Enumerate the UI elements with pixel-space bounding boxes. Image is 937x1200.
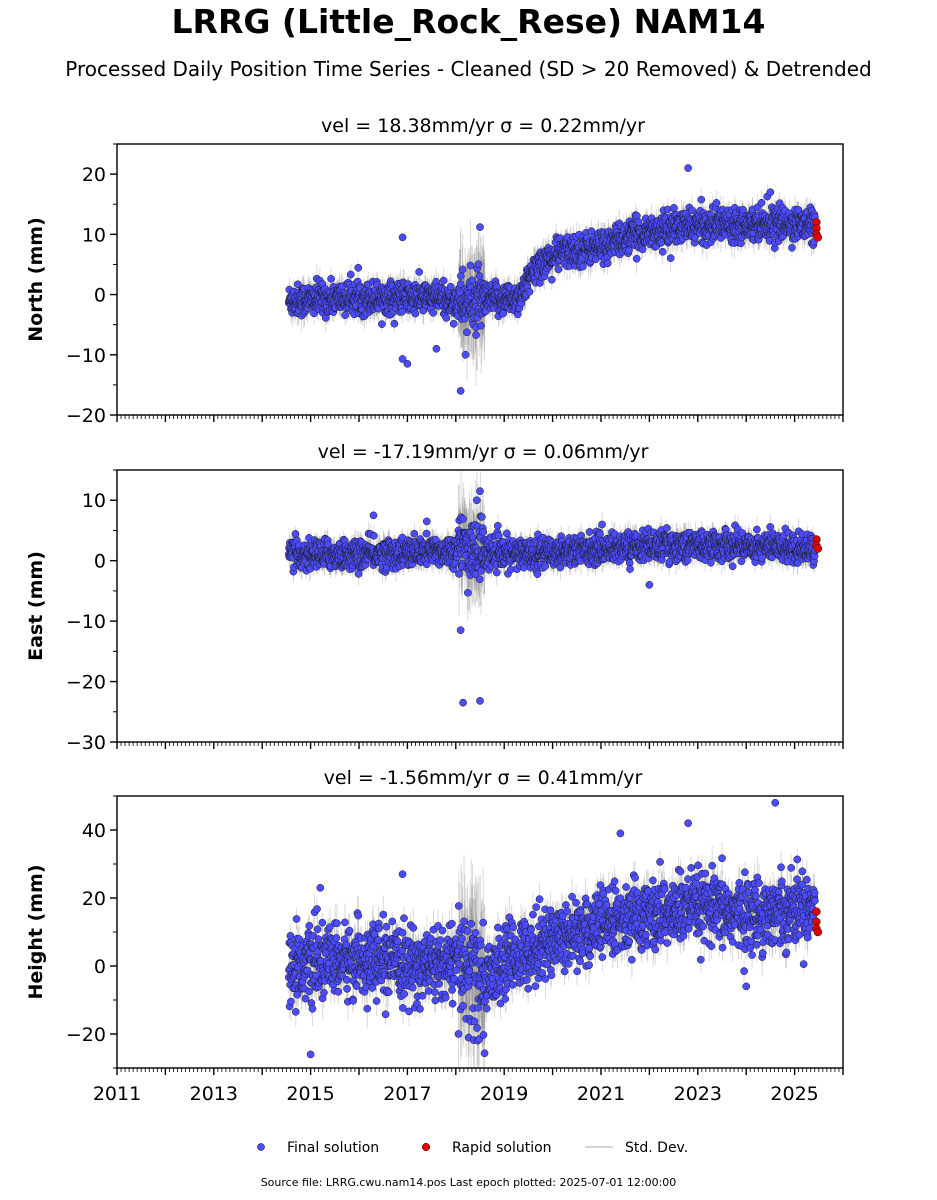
final-solution-point <box>739 205 747 214</box>
final-solution-point <box>579 262 587 271</box>
final-solution-point <box>354 263 363 272</box>
final-solution-point <box>327 274 335 283</box>
final-solution-point <box>456 280 465 288</box>
rapid-solution-point <box>813 233 823 242</box>
final-solution-point <box>472 331 480 339</box>
final-solution-point <box>766 188 775 197</box>
final-solution-point <box>475 272 484 280</box>
final-solution-point <box>697 195 706 204</box>
final-solution-point <box>439 276 448 285</box>
final-solution-point <box>499 309 508 318</box>
final-solution-point <box>411 309 420 318</box>
final-solution-point <box>446 282 455 291</box>
final-solution-point <box>477 321 485 330</box>
panel-2-data <box>284 470 823 707</box>
final-solution-point <box>638 245 647 254</box>
final-solution-point <box>468 276 477 285</box>
final-solution-point <box>415 268 423 276</box>
final-solution-point <box>684 164 692 172</box>
final-solution-point <box>788 243 796 252</box>
panel-1-data <box>284 164 823 395</box>
final-solution-point <box>346 270 355 279</box>
final-solution-point <box>456 387 465 395</box>
final-solution-point <box>688 206 696 215</box>
final-solution-point <box>757 198 766 207</box>
final-solution-point <box>458 265 467 274</box>
final-solution-point <box>449 319 458 328</box>
final-solution-point <box>670 204 678 212</box>
y-axis-label: North (mm) <box>25 217 47 342</box>
final-solution-point <box>632 254 641 263</box>
final-solution-point <box>442 314 451 322</box>
final-solution-point <box>525 287 534 296</box>
y-tick-label: 20 <box>82 164 106 186</box>
final-solution-point <box>666 254 675 262</box>
final-solution-point <box>398 307 406 316</box>
final-solution-point <box>398 233 407 242</box>
figure-subtitle: Processed Daily Position Time Series - C… <box>65 57 872 81</box>
final-solution-point <box>390 319 399 328</box>
final-solution-point <box>294 280 302 289</box>
final-solution-point <box>463 328 471 337</box>
final-solution-point <box>587 227 596 235</box>
y-tick-label: −10 <box>66 345 106 367</box>
y-tick-label: 10 <box>82 224 106 246</box>
final-solution-point <box>658 247 667 256</box>
y-tick-label: −20 <box>66 405 106 427</box>
final-solution-point <box>547 275 556 284</box>
final-solution-point <box>474 260 483 269</box>
final-solution-point <box>466 261 475 270</box>
panel-title: vel = 18.38mm/yr σ = 0.22mm/yr <box>321 115 645 137</box>
final-solution-point <box>603 259 612 268</box>
final-solution-point <box>403 359 412 368</box>
final-solution-point <box>457 272 465 280</box>
final-solution-point <box>341 311 350 320</box>
final-solution-point <box>476 223 484 231</box>
figure-title: LRRG (Little_Rock_Rese) NAM14 <box>171 2 766 41</box>
final-solution-point <box>398 355 407 363</box>
final-solution-point <box>432 344 441 353</box>
final-solution-point <box>378 320 386 328</box>
final-solution-point <box>712 199 721 207</box>
final-solution-point <box>461 350 470 359</box>
panel-1: −20 −10 0 10 20 vel = 18.38mm/yr σ = 0.22mm/y… <box>25 115 844 427</box>
final-solution-point <box>554 265 563 274</box>
y-tick-label: 0 <box>94 285 106 307</box>
final-solution-point <box>429 309 438 317</box>
final-solution-point <box>634 217 643 226</box>
